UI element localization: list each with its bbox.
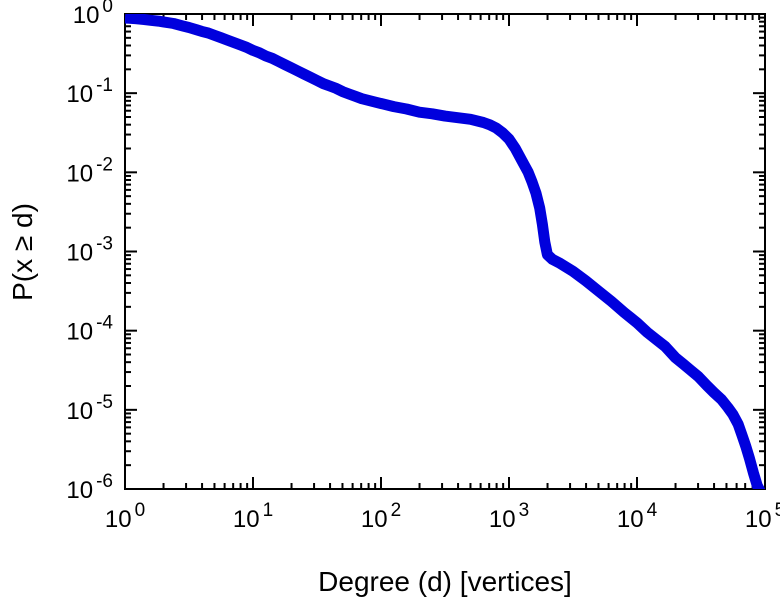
x-tick-label: 10 5 bbox=[745, 500, 780, 533]
x-tick-label: 10 4 bbox=[617, 500, 658, 533]
x-tick-label: 10 0 bbox=[105, 500, 145, 533]
y-tick-label: 10 -2 bbox=[66, 154, 113, 187]
ccdf-curve bbox=[125, 14, 765, 489]
x-tick-label: 10 2 bbox=[361, 500, 401, 533]
x-axis-title: Degree (d) [vertices] bbox=[318, 566, 572, 597]
x-tick-label: 10 1 bbox=[233, 500, 273, 533]
y-tick-label: 10 -4 bbox=[66, 313, 113, 346]
plot-border bbox=[124, 13, 766, 490]
y-tick-label: 10 -5 bbox=[66, 392, 113, 425]
y-tick-label: 10 -1 bbox=[66, 75, 113, 108]
y-tick-label: 10 -6 bbox=[66, 471, 113, 504]
x-tick-label: 10 3 bbox=[489, 500, 529, 533]
y-axis-title: P(x ≥ d) bbox=[7, 203, 38, 301]
y-tick-label: 10 0 bbox=[73, 0, 113, 29]
y-tick-label: 10 -3 bbox=[66, 234, 113, 267]
